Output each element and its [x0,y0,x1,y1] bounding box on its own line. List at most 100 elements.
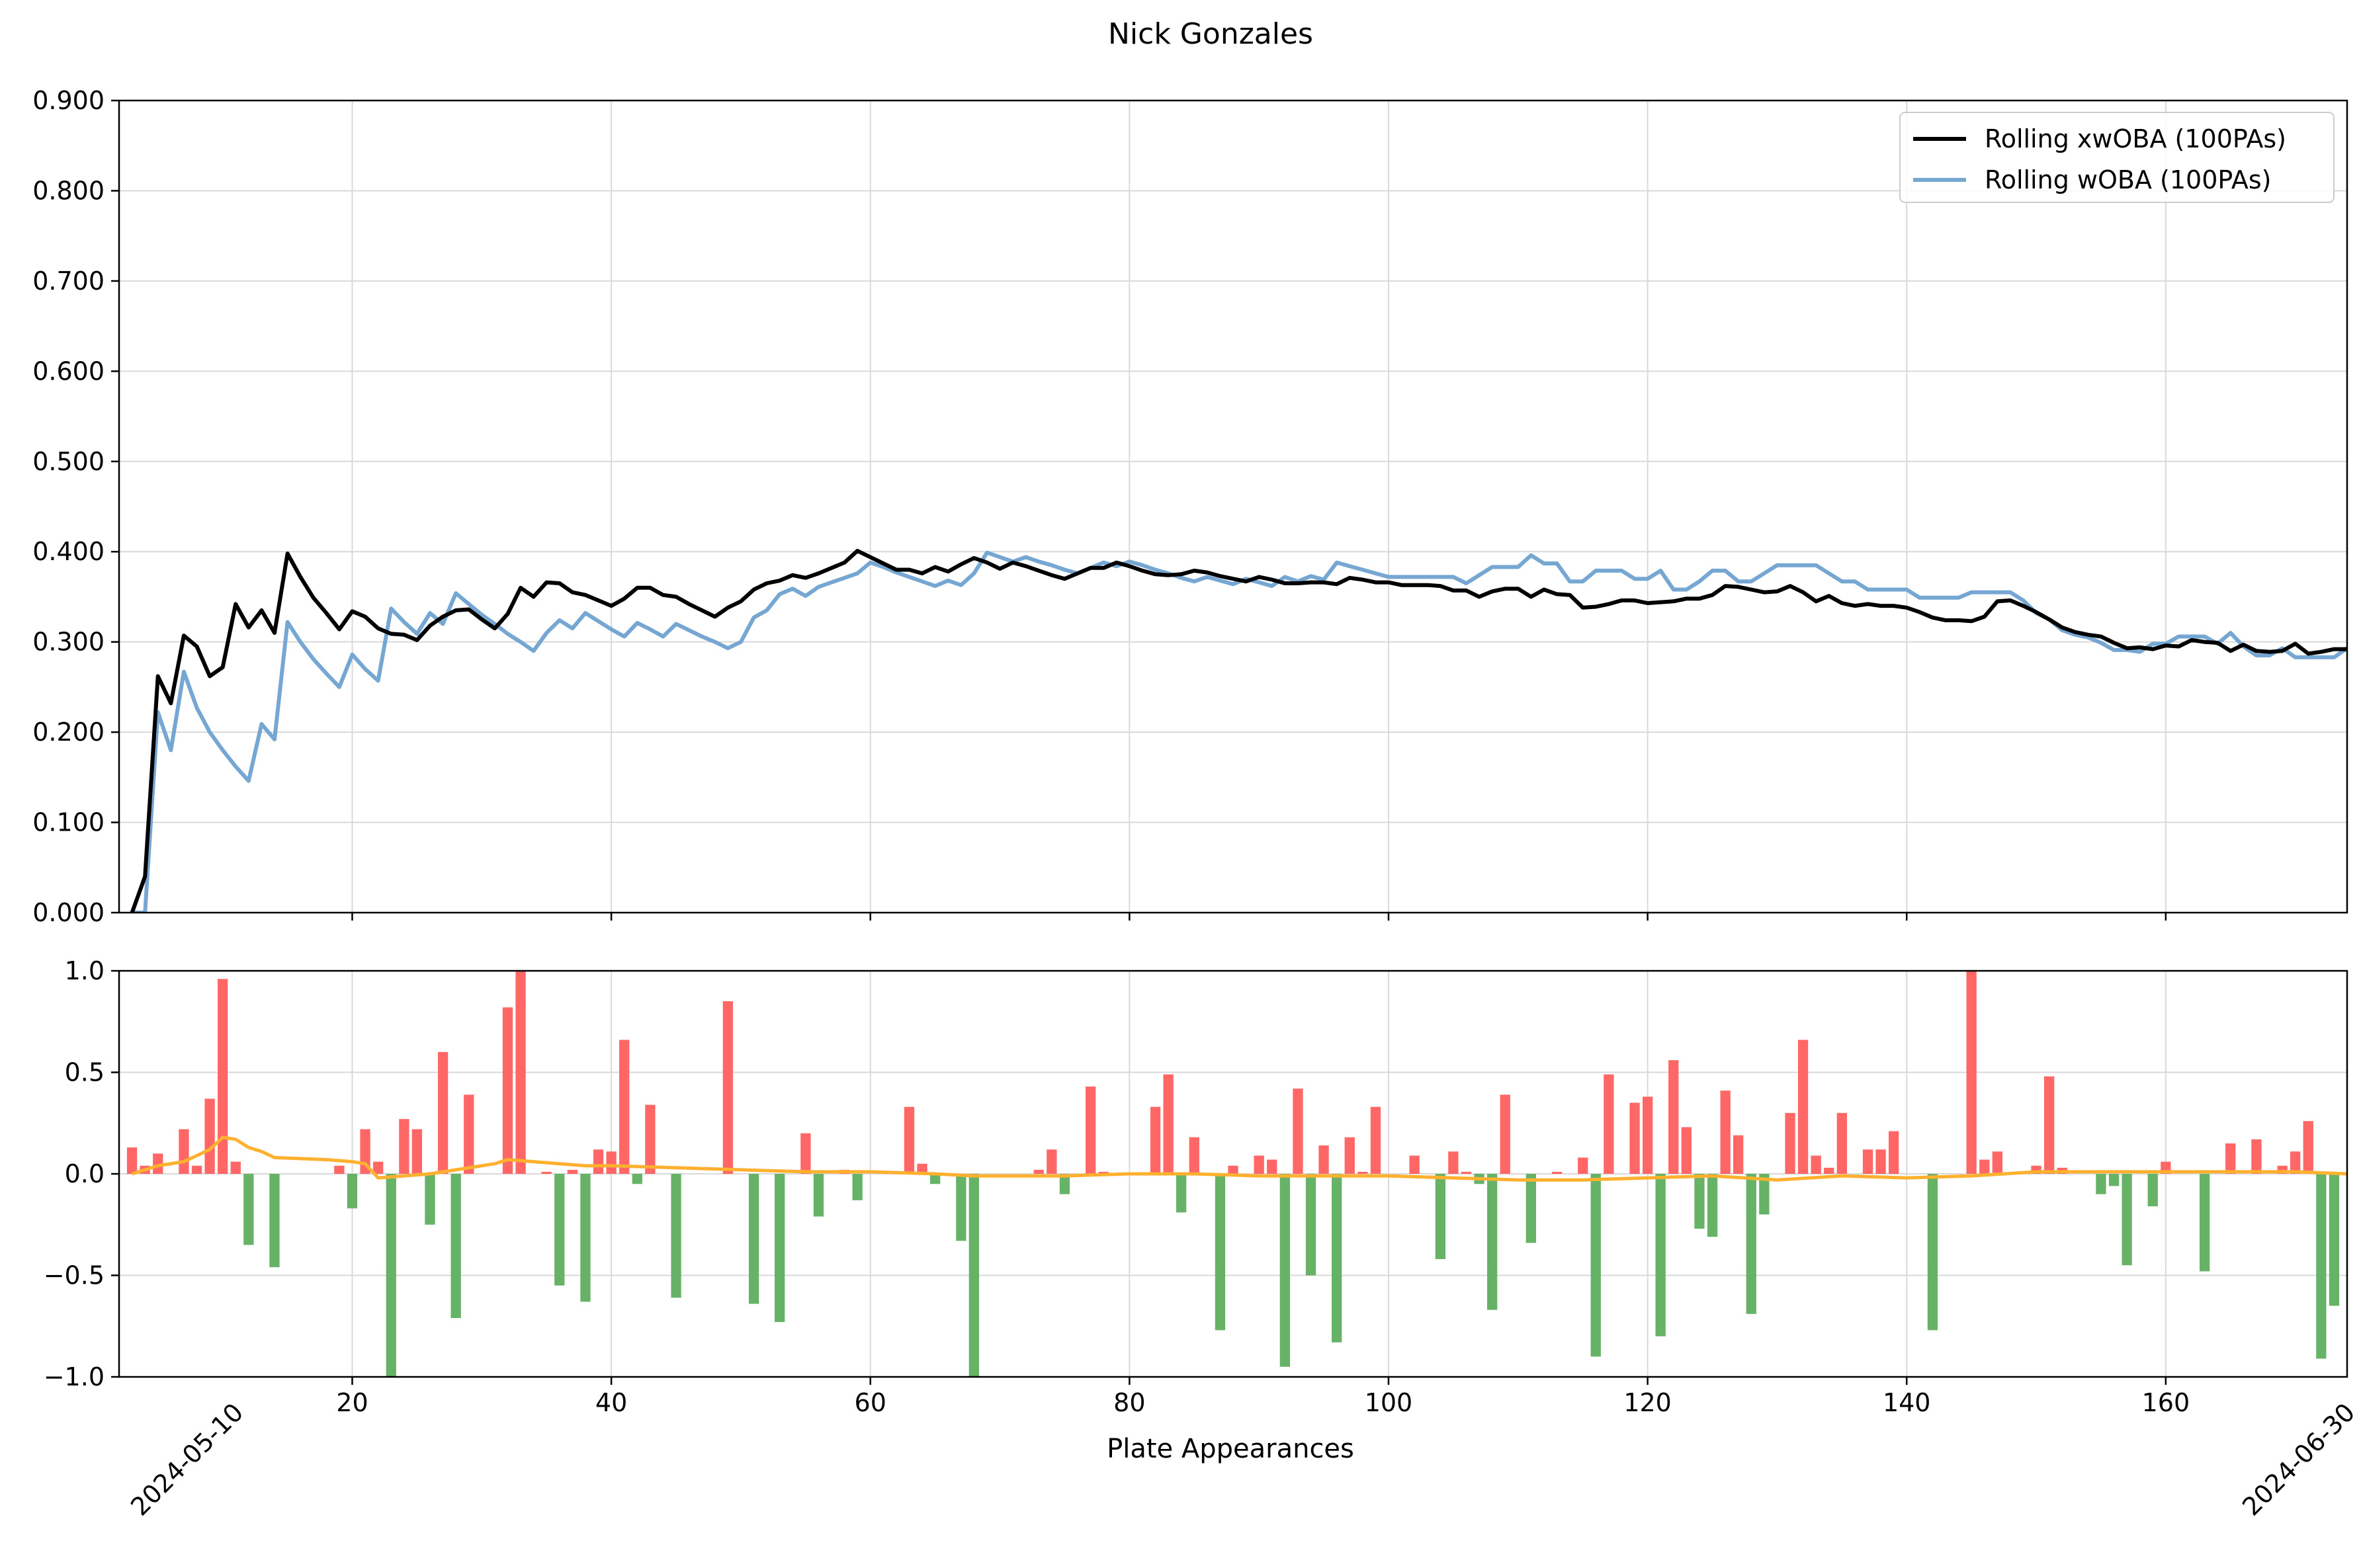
difference-bar [1228,1165,1238,1174]
difference-bar [1811,1155,1821,1174]
difference-bar [1086,1087,1096,1174]
difference-bar [1551,1171,1563,1174]
y-tick-label: 0.000 [32,898,105,927]
x-axis-label: Plate Appearances [1107,1434,1354,1464]
trend-path [131,1135,2347,1182]
difference-bar [1293,1089,1303,1174]
top-y-axis: 0.000 0.100 0.200 0.300 0.400 0.500 0.600 0.700… [32,86,119,927]
difference-bar [243,1174,254,1245]
difference-bar [1578,1157,1588,1174]
difference-bar [2108,1174,2120,1186]
difference-bar [1267,1159,1277,1174]
legend-entry: Rolling xwOBA (100PAs) [1985,124,2286,153]
difference-bar [2316,1174,2327,1359]
difference-bar [2225,1143,2236,1174]
bottom-x-axis: 20 40 60 80 100 120 140 160 [336,1377,2190,1417]
difference-bar [2329,1174,2340,1306]
difference-bar [968,1174,979,1377]
y-tick-label: −1.0 [44,1362,105,1391]
difference-bar [1759,1174,1770,1215]
difference-bar [1797,1040,1809,1174]
difference-bar [1176,1174,1187,1213]
difference-bar [1357,1171,1368,1174]
difference-bar [800,1133,811,1174]
difference-bar [218,979,228,1174]
difference-bar [515,971,526,1174]
difference-bar [1059,1174,1070,1194]
difference-bar [554,1174,565,1286]
y-tick-label: 1.0 [65,956,105,985]
difference-bar [1189,1137,1199,1174]
woba-difference-panel: −1.0 −0.5 0.0 0.5 1.0 20 40 60 80 100 120 140 160 [44,956,2348,1417]
difference-bar [1487,1174,1498,1310]
legend-box [1899,112,2335,203]
difference-bar [1215,1174,1226,1331]
difference-bar [2147,1174,2158,1207]
difference-bar [917,1163,927,1174]
difference-bar [904,1106,915,1174]
difference-bar [191,1165,202,1174]
difference-bar [1694,1174,1705,1229]
difference-bar [373,1161,384,1174]
start-date-label: 2024-05-10 [125,1397,249,1521]
difference-bar [126,1147,138,1174]
difference-bar [1305,1174,1316,1276]
top-grid [119,100,2347,913]
difference-bar [2251,1139,2262,1174]
y-tick-label: 0.0 [65,1159,105,1188]
difference-bar [1629,1102,1640,1174]
difference-bar [437,1052,449,1174]
difference-bar [1033,1169,1044,1174]
difference-bar [464,1094,474,1174]
y-tick-label: 0.600 [32,356,105,386]
top-x-axis-ticks [351,913,2167,921]
difference-bar [580,1174,591,1302]
difference-bar [347,1174,358,1209]
difference-bar [1370,1106,1381,1174]
difference-bar [1927,1174,1938,1331]
difference-bar [541,1171,552,1174]
end-date-label: 2024-06-30 [2237,1397,2360,1521]
bottom-y-axis: −1.0 −0.5 0.0 0.5 1.0 [44,956,119,1391]
difference-bar [930,1174,941,1184]
difference-bar [1655,1174,1666,1337]
difference-bar [1836,1112,1847,1174]
difference-bar [619,1040,630,1174]
difference-bar [956,1174,966,1241]
difference-bar [334,1165,345,1174]
difference-bar [748,1174,759,1304]
difference-bar [1668,1060,1679,1174]
difference-bar [1746,1174,1756,1314]
x-tick-label: 40 [595,1388,627,1417]
top-plot-frame [118,99,2348,914]
difference-bar [1720,1091,1731,1174]
difference-bar [399,1119,409,1174]
difference-bar [425,1174,435,1225]
difference-bar [1332,1174,1342,1342]
x-tick-label: 20 [336,1388,368,1417]
difference-bar [2290,1151,2301,1174]
difference-bar [813,1174,824,1217]
xwoba-line [130,548,2347,913]
difference-bar [645,1104,656,1174]
difference-bar [1344,1137,1355,1174]
difference-bar [2096,1174,2106,1194]
x-tick-label: 80 [1113,1388,1145,1417]
difference-bar [2200,1174,2210,1272]
difference-bar [632,1174,642,1184]
difference-bar [1862,1149,1873,1174]
difference-bar [606,1151,617,1174]
difference-bar [593,1149,604,1174]
difference-bar [1966,971,1977,1174]
difference-bar [1098,1171,1109,1174]
difference-bar [1279,1174,1290,1367]
difference-bar [1979,1159,1990,1174]
difference-bar [1318,1145,1329,1174]
rolling-woba-panel: 0.000 0.100 0.200 0.300 0.400 0.500 0.600 0.700… [32,86,2348,927]
difference-bar [2303,1121,2313,1174]
difference-bar [386,1174,396,1377]
difference-bar [1150,1106,1161,1174]
difference-bar [1785,1112,1795,1174]
difference-bar [411,1129,422,1174]
